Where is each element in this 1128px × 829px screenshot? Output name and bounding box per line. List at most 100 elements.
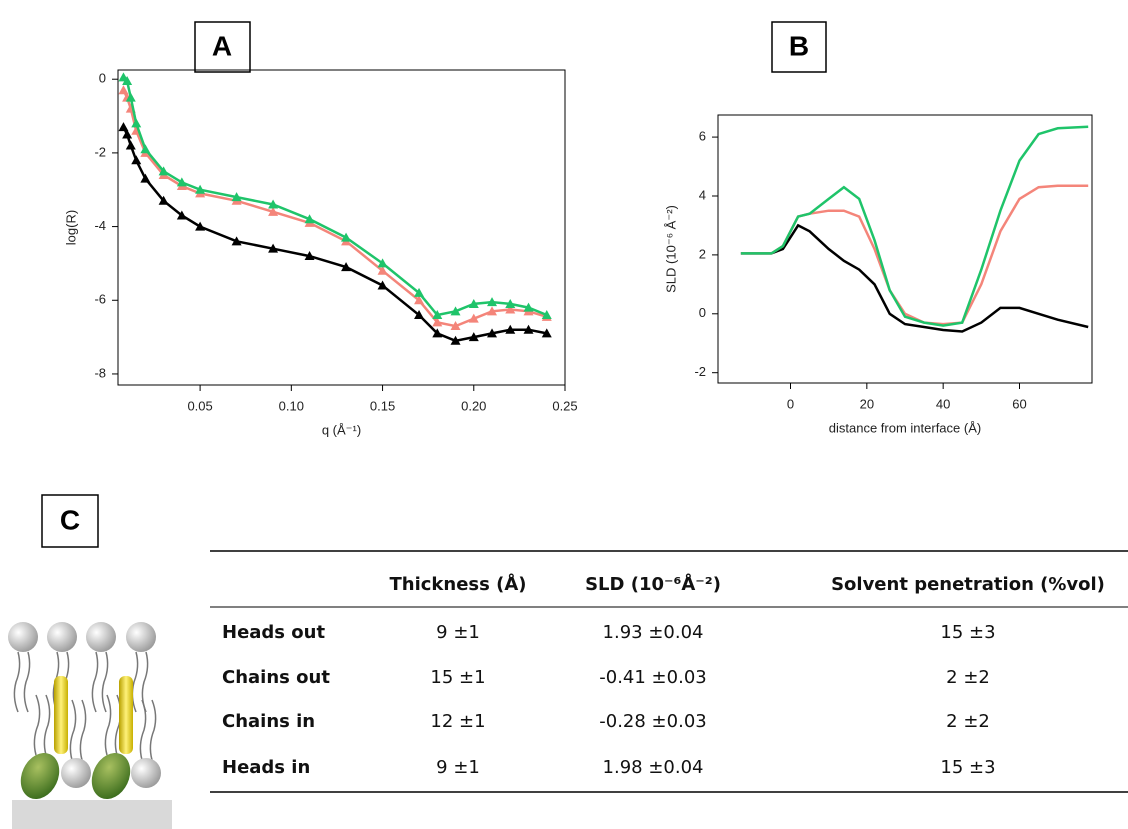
table-cell: -0.41 ±0.03: [599, 667, 706, 688]
y-tick-label: 0: [699, 305, 706, 320]
data-point: [231, 192, 242, 202]
data-point: [158, 166, 169, 176]
data-point: [122, 76, 133, 86]
x-tick-label: 0.20: [461, 398, 486, 413]
series-line: [740, 184, 1089, 326]
panel-label: C: [60, 504, 80, 535]
data-point: [131, 118, 142, 128]
data-point: [195, 221, 206, 231]
data-point: [414, 310, 425, 319]
x-axis-label: distance from interface (Å): [829, 420, 981, 435]
table-cell: 15 ±1: [430, 667, 485, 688]
x-tick-label: 20: [860, 396, 874, 411]
data-point: [523, 302, 534, 312]
x-tick-label: 0: [787, 396, 794, 411]
data-point: [268, 206, 279, 216]
y-tick-label: -6: [94, 292, 106, 307]
table-header: Thickness (Å): [389, 572, 526, 595]
data-point: [468, 332, 479, 342]
data-point: [231, 236, 242, 246]
data-point: [158, 195, 169, 205]
table-header: SLD (10⁻⁶Å⁻²): [585, 572, 721, 595]
data-point: [304, 251, 315, 261]
data-point: [487, 328, 498, 338]
data-point: [468, 313, 479, 323]
data-point: [432, 317, 443, 327]
data-point: [377, 280, 388, 290]
panel-box: [41, 494, 99, 548]
x-tick-label: 0.25: [552, 398, 577, 413]
series-line: [740, 125, 1089, 327]
table-cell: 12 ±1: [430, 711, 485, 732]
x-tick-label: 0.05: [187, 398, 212, 413]
data-point: [505, 298, 516, 308]
data-point: [414, 295, 425, 305]
data-point: [176, 177, 187, 187]
data-point: [377, 265, 388, 275]
data-point: [541, 328, 552, 338]
panel-box: [771, 21, 827, 73]
y-axis-label: SLD (10⁻⁶ Å⁻²): [663, 205, 678, 293]
y-tick-label: -4: [94, 218, 106, 233]
row-label: Chains out: [222, 667, 330, 688]
table-cell: 15 ±3: [940, 757, 995, 778]
data-point: [195, 184, 206, 194]
data-point: [432, 310, 443, 319]
data-point: [125, 140, 136, 150]
y-tick-label: 0: [99, 71, 106, 86]
panel-box: [194, 21, 251, 73]
data-point: [140, 173, 151, 183]
table: Thickness (Å) SLD (10⁻⁶Å⁻²) Solvent penetr…: [210, 550, 1128, 793]
data-point: [304, 214, 315, 224]
y-tick-label: 2: [699, 246, 706, 261]
y-tick-label: 4: [699, 187, 706, 202]
data-point: [487, 306, 498, 316]
data-point: [341, 232, 352, 242]
plot-frame: [717, 114, 1093, 384]
y-tick-label: -8: [94, 365, 106, 380]
y-axis-label: log(R): [63, 210, 78, 245]
x-tick-label: 0.15: [370, 398, 395, 413]
data-point: [487, 297, 498, 307]
x-tick-label: 40: [936, 396, 950, 411]
data-point: [125, 92, 136, 102]
table-cell: 9 ±1: [436, 622, 480, 643]
series-line: [122, 76, 548, 317]
series-line: [122, 89, 548, 328]
y-tick-label: 6: [699, 129, 706, 144]
data-point: [268, 243, 279, 253]
data-point: [450, 335, 461, 345]
data-point: [541, 310, 552, 319]
data-point: [523, 324, 534, 334]
y-tick-label: -2: [94, 144, 106, 159]
bilayer-cartoon: [8, 622, 172, 829]
data-point: [468, 298, 479, 308]
data-point: [268, 199, 279, 209]
data-point: [131, 155, 142, 165]
plot-frame: [117, 69, 566, 386]
data-point: [140, 144, 151, 154]
y-tick-label: -2: [694, 364, 706, 379]
panel-label: A: [212, 30, 232, 61]
series-line: [740, 223, 1089, 333]
row-label: Chains in: [222, 711, 315, 732]
table-cell: -0.28 ±0.03: [599, 711, 706, 732]
data-point: [505, 324, 516, 334]
data-point: [377, 258, 388, 268]
series-line: [122, 126, 548, 343]
x-axis-label: q (Å⁻¹): [322, 422, 361, 437]
table-cell: 9 ±1: [436, 757, 480, 778]
chart: 0.05 0.10 0.15 0.20 0.25 0 -2 -4 -6 -8 q (Å⁻¹) log(…: [63, 69, 578, 437]
table-cell: 1.93 ±0.04: [603, 622, 704, 643]
panel-label: B: [789, 30, 809, 61]
x-tick-label: 60: [1012, 396, 1026, 411]
table-cell: 1.98 ±0.04: [603, 757, 704, 778]
row-label: Heads in: [222, 757, 310, 778]
data-point: [505, 304, 516, 314]
data-point: [122, 129, 133, 139]
data-point: [432, 328, 443, 338]
table-cell: 2 ±2: [946, 711, 990, 732]
table-cell: 15 ±3: [940, 622, 995, 643]
row-label: Heads out: [222, 622, 325, 643]
